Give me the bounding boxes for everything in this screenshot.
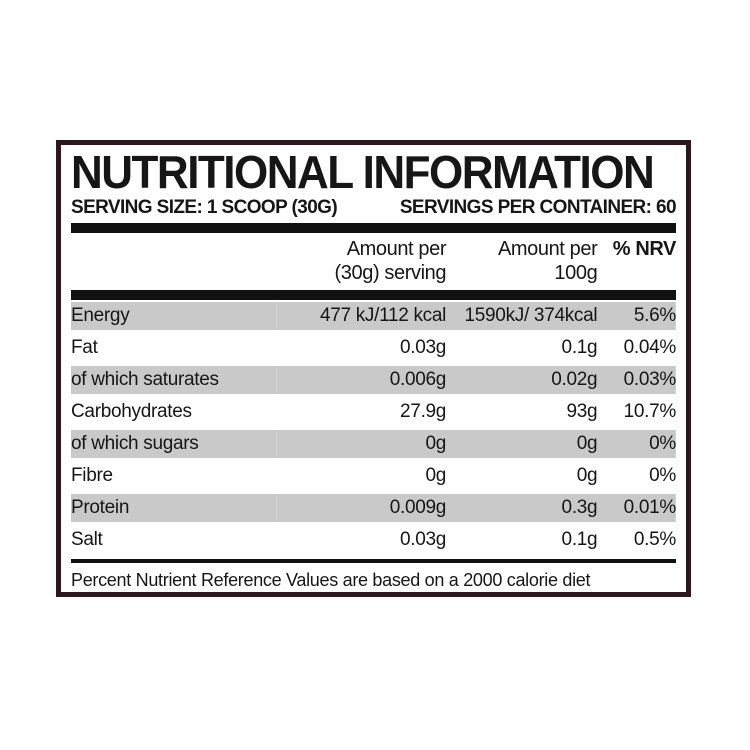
serving-info-row: SERVING SIZE: 1 SCOOP (30G) SERVINGS PER…	[71, 197, 677, 219]
table-row-fat: Fat 0.03g 0.1g 0.04%	[71, 332, 676, 364]
footnote-text: Percent Nutrient Reference Values are ba…	[71, 570, 591, 590]
table-row-fibre: Fibre 0g 0g 0%	[71, 460, 676, 492]
value-per-100g: 1590kJ/ 374kcal	[446, 295, 598, 332]
header-amount-per-serving-line1: Amount per	[346, 238, 447, 260]
value-nrv: 0.04%	[623, 337, 677, 358]
header-amount-per-100g: Amount per 100g	[446, 233, 598, 300]
value-per-100g: 0.3g	[446, 492, 598, 524]
value-per-serving: 477 kJ/112 kcal	[276, 295, 446, 332]
nutrient-name: Fat	[71, 337, 98, 358]
nutrient-name: Salt	[71, 529, 103, 550]
header-amount-per-serving: Amount per (30g) serving	[276, 233, 447, 300]
value-per-100g: 0g	[576, 465, 598, 486]
value-per-100g: 93g	[566, 401, 598, 422]
nutrient-name: of which sugars	[71, 428, 277, 460]
table-row-energy: Energy 477 kJ/112 kcal 1590kJ/ 374kcal 5…	[71, 295, 676, 332]
serving-size-text: SERVING SIZE: 1 SCOOP (30G)	[71, 197, 338, 218]
nutrient-name: Protein	[71, 492, 277, 524]
table-header: Amount per (30g) serving Amount per 100g…	[71, 233, 676, 300]
value-nrv: 0%	[597, 428, 676, 460]
table-row-sugars: of which sugars 0g 0g 0%	[71, 428, 676, 460]
table-row-saturates: of which saturates 0.006g 0.02g 0.03%	[71, 364, 676, 396]
table-row-protein: Protein 0.009g 0.3g 0.01%	[71, 492, 676, 524]
nutrient-name: Carbohydrates	[71, 401, 192, 422]
header-amount-per-100g-line1: Amount per	[497, 238, 598, 260]
value-per-serving: 0.03g	[400, 337, 447, 358]
table-row-carbohydrates: Carbohydrates 27.9g 93g 10.7%	[71, 396, 676, 428]
value-per-serving: 0g	[276, 428, 446, 460]
nutrition-table: Amount per (30g) serving Amount per 100g…	[71, 233, 676, 556]
divider-bar-top	[71, 223, 676, 233]
value-per-serving: 0.006g	[276, 364, 446, 396]
value-nrv: 0.01%	[597, 492, 676, 524]
value-nrv: 5.6%	[597, 295, 676, 332]
servings-per-container-text: SERVINGS PER CONTAINER: 60	[399, 197, 677, 218]
header-spacer	[71, 233, 277, 300]
value-per-serving: 0.03g	[400, 529, 447, 550]
nutrient-name: of which saturates	[71, 364, 277, 396]
value-per-serving: 0.009g	[276, 492, 446, 524]
value-nrv: 10.7%	[623, 401, 677, 422]
value-per-100g: 0g	[446, 428, 598, 460]
value-per-100g: 0.1g	[561, 337, 598, 358]
value-per-serving: 0g	[425, 465, 447, 486]
nutrient-name: Energy	[71, 295, 277, 332]
header-amount-per-serving-line2: (30g) serving	[334, 262, 447, 284]
divider-line-footer	[71, 559, 676, 563]
value-nrv: 0.03%	[597, 364, 676, 396]
nutrient-name: Fibre	[71, 465, 113, 486]
nutrition-label: NUTRITIONAL INFORMATION SERVING SIZE: 1 …	[56, 140, 691, 597]
value-per-serving: 27.9g	[400, 401, 447, 422]
header-amount-per-100g-line2: 100g	[554, 262, 598, 284]
value-per-100g: 0.02g	[446, 364, 598, 396]
value-nrv: 0%	[649, 465, 676, 486]
value-per-100g: 0.1g	[561, 529, 598, 550]
value-nrv: 0.5%	[633, 529, 676, 550]
table-row-salt: Salt 0.03g 0.1g 0.5%	[71, 524, 676, 556]
header-nrv: % NRV	[597, 233, 676, 300]
label-title: NUTRITIONAL INFORMATION	[71, 146, 655, 199]
